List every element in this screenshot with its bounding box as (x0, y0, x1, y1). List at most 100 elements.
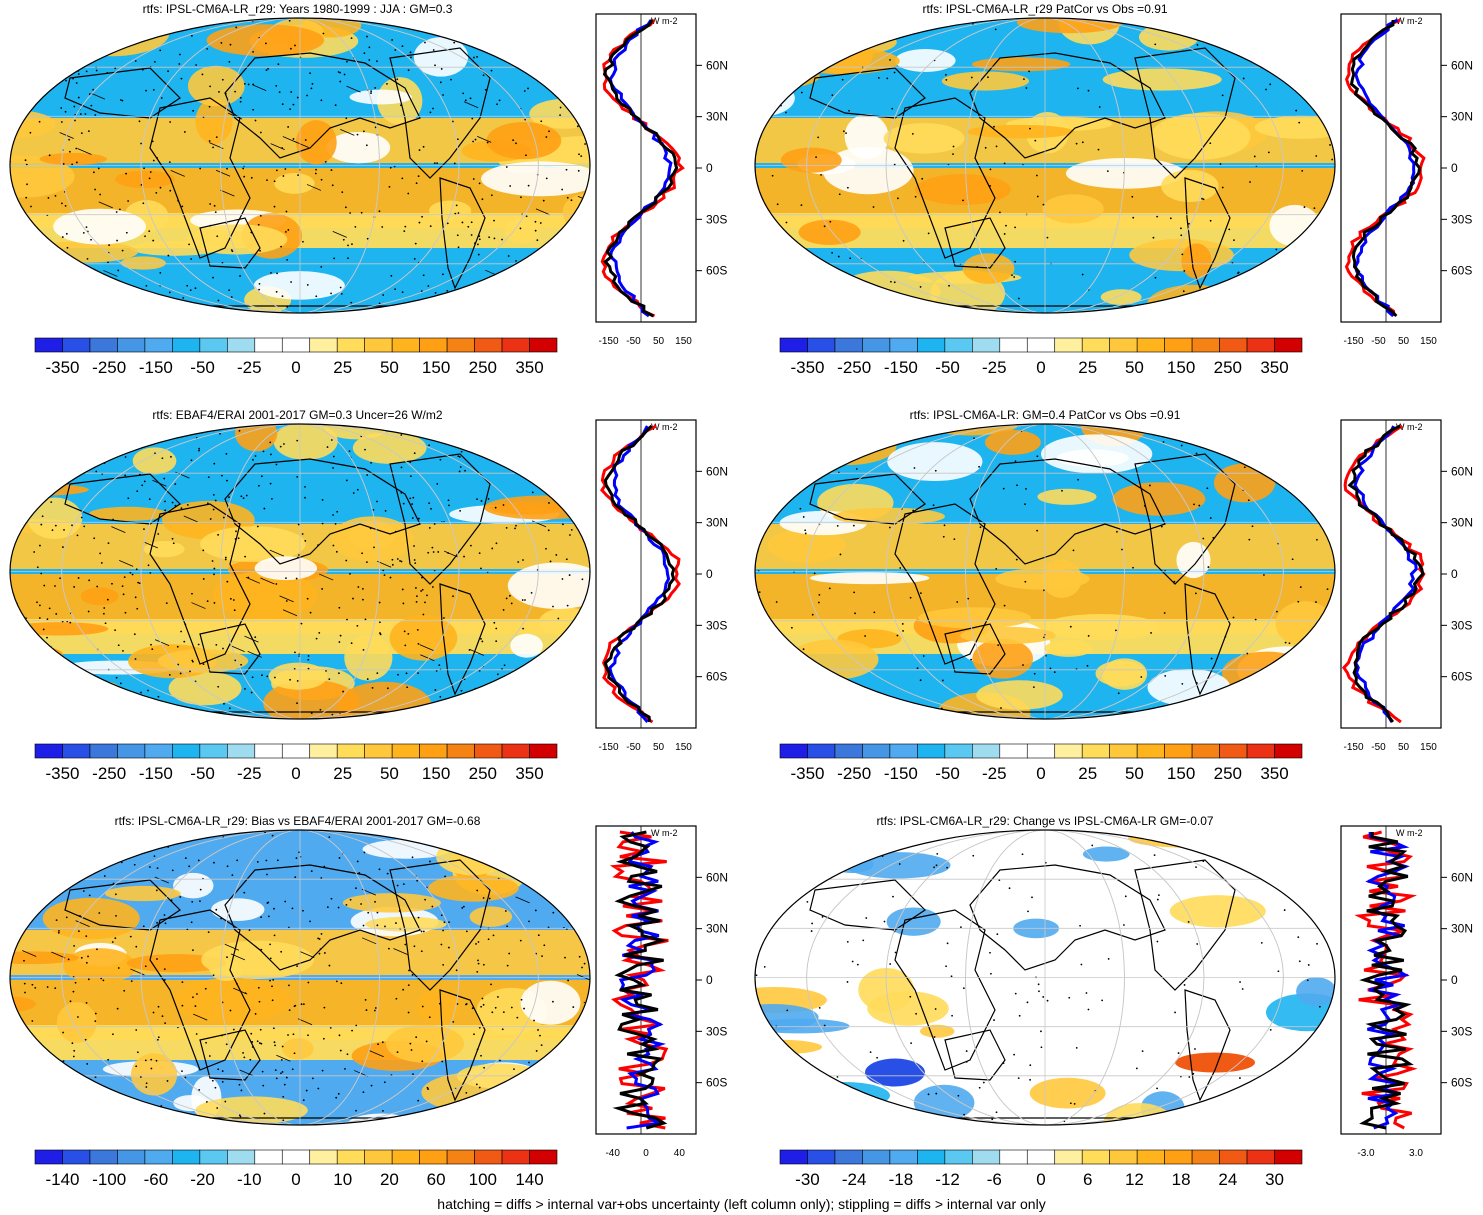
map-group (9, 17, 591, 314)
lat-label: 30N (1451, 516, 1473, 530)
profile-tick-label: 150 (675, 742, 692, 753)
map-group (754, 829, 1336, 1126)
colorbar-label: 100 (469, 1170, 497, 1189)
profile-tick-label: 50 (653, 336, 665, 347)
colorbar-label: 0 (1036, 764, 1045, 783)
profile-tick-label: -150 (598, 742, 618, 753)
profile-tick-label: 50 (1398, 336, 1410, 347)
colorbar-label: 0 (291, 358, 300, 377)
profile-tick-label: 50 (1398, 742, 1410, 753)
lat-label: 0 (1451, 567, 1458, 581)
footnote: hatching = diffs > internal var+obs unce… (437, 1196, 1046, 1212)
colorbar-label: -20 (190, 1170, 215, 1189)
panel-4: rtfs: IPSL-CM6A-LR: GM=0.4 PatCor vs Obs… (745, 406, 1483, 806)
profile-series (1359, 831, 1414, 1130)
colorbar-label: 250 (469, 358, 497, 377)
colorbar-label: -150 (884, 358, 918, 377)
colorbar (34, 743, 558, 759)
colorbar-label: 25 (1078, 764, 1097, 783)
colorbar-label: 150 (422, 764, 450, 783)
panel-title: rtfs: IPSL-CM6A-LR_r29: Bias vs EBAF4/ER… (114, 814, 481, 828)
lat-label: 60S (706, 670, 727, 684)
colorbar-label: -150 (884, 764, 918, 783)
colorbar (779, 337, 1303, 353)
colorbar-label: -12 (935, 1170, 960, 1189)
colorbar-label: -250 (837, 358, 871, 377)
profile-tick-label: -50 (626, 742, 641, 753)
profile-series (618, 831, 666, 1130)
panel-1: rtfs: IPSL-CM6A-LR_r29: Years 1980-1999 … (0, 0, 740, 400)
colorbar-label: 30 (1265, 1170, 1284, 1189)
colorbar-label: 250 (1214, 764, 1242, 783)
lat-label: 0 (1451, 973, 1458, 987)
colorbar-label: 0 (1036, 1170, 1045, 1189)
colorbar-label: -350 (790, 358, 824, 377)
profile-tick-label: -50 (1371, 742, 1386, 753)
colorbar-label: 20 (380, 1170, 399, 1189)
zonal-profile: W m-2 60N 30N 0 30S 60S -150 -50 50 150 (595, 13, 728, 347)
colorbar-label: -250 (92, 358, 126, 377)
map-group (754, 17, 1336, 314)
colorbar-label: -50 (935, 358, 960, 377)
profile-series (608, 19, 673, 318)
panel-title: rtfs: IPSL-CM6A-LR_r29: Change vs IPSL-C… (876, 814, 1214, 828)
colorbar-label: -350 (45, 358, 79, 377)
colorbar-label: -350 (45, 764, 79, 783)
profile-series (1353, 425, 1418, 723)
lat-label: 0 (706, 567, 713, 581)
profile-tick-label: -150 (1343, 336, 1363, 347)
zonal-profile: W m-2 60N 30N 0 30S 60S -40 0 40 (595, 825, 728, 1159)
profile-series (600, 424, 681, 724)
lat-label: 30N (1451, 922, 1473, 936)
profile-series (609, 830, 669, 1130)
panel-title: rtfs: IPSL-CM6A-LR: GM=0.4 PatCor vs Obs… (909, 408, 1181, 422)
colorbar-label: 50 (380, 764, 399, 783)
lat-label: 30S (706, 618, 727, 632)
colorbar-label: -150 (139, 358, 173, 377)
panel-6: rtfs: IPSL-CM6A-LR_r29: Change vs IPSL-C… (745, 812, 1483, 1192)
profile-series (602, 19, 679, 318)
colorbar-label: 50 (1125, 764, 1144, 783)
panel-title: rtfs: EBAF4/ERAI 2001-2017 GM=0.3 Uncer=… (152, 408, 443, 422)
colorbar-label: -25 (982, 764, 1007, 783)
colorbar-label: -50 (935, 764, 960, 783)
colorbar-label: -6 (987, 1170, 1002, 1189)
colorbar-label: 150 (422, 358, 450, 377)
lat-label: 60N (1451, 870, 1473, 884)
profile-series (603, 424, 676, 723)
lat-label: 60S (1451, 264, 1472, 278)
colorbar-label: 150 (1167, 358, 1195, 377)
colorbar-label: -24 (842, 1170, 867, 1189)
profile-series (608, 425, 671, 723)
lat-label: 30N (706, 516, 728, 530)
colorbar-label: 12 (1125, 1170, 1144, 1189)
colorbar-label: -10 (237, 1170, 262, 1189)
profile-tick-label: 150 (1420, 742, 1437, 753)
colorbar-label: 10 (333, 1170, 352, 1189)
lat-label: 30N (1451, 110, 1473, 124)
zonal-profile: W m-2 60N 30N 0 30S 60S -150 -50 50 150 (1340, 13, 1473, 347)
colorbar-label: -25 (982, 358, 1007, 377)
lat-label: 60S (706, 1076, 727, 1090)
profile-unit: W m-2 (1396, 828, 1423, 838)
profile-tick-label: 150 (1420, 336, 1437, 347)
colorbar-label: 18 (1172, 1170, 1191, 1189)
colorbar (34, 337, 558, 353)
panel-title: rtfs: IPSL-CM6A-LR_r29 PatCor vs Obs =0.… (922, 2, 1168, 16)
profile-series (612, 830, 668, 1130)
colorbar-label: 140 (515, 1170, 543, 1189)
profile-unit: W m-2 (651, 828, 678, 838)
lat-label: 30S (1451, 212, 1472, 226)
panel-5: rtfs: IPSL-CM6A-LR_r29: Bias vs EBAF4/ER… (0, 812, 740, 1192)
colorbar-labels: -350 -250 -150 -50 -25 0 25 50 150 250 350 (45, 358, 543, 377)
colorbar-label: 350 (1260, 764, 1288, 783)
map-group (754, 423, 1336, 720)
profile-series (1347, 424, 1425, 723)
colorbar-labels: -140 -100 -60 -20 -10 0 10 20 60 100 140 (45, 1170, 543, 1189)
zonal-profile: W m-2 60N 30N 0 30S 60S -3.0 3.0 (1340, 825, 1473, 1159)
colorbar-label: -60 (144, 1170, 169, 1189)
colorbar-labels: -30 -24 -18 -12 -6 0 6 12 18 24 30 (795, 1170, 1284, 1189)
colorbar-label: -50 (190, 358, 215, 377)
